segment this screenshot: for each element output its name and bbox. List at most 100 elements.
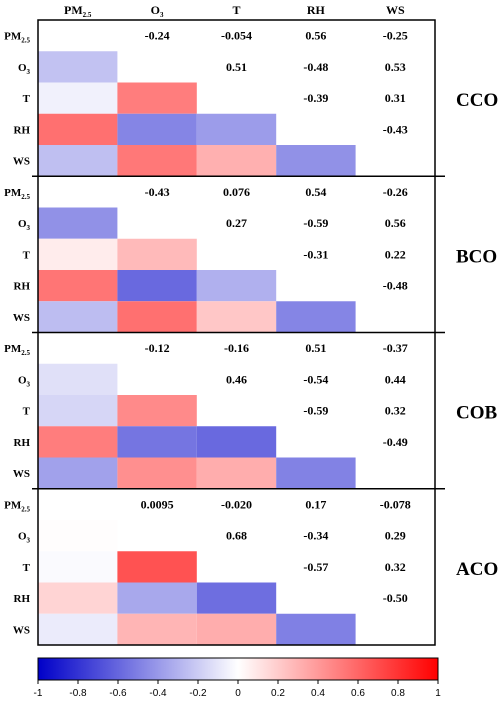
column-header-1: O3	[151, 3, 164, 19]
correlation-value: 0.17	[305, 497, 326, 511]
heatmap-cell	[38, 82, 118, 114]
heatmap-cell	[276, 457, 356, 489]
row-label-aco-4: WS	[13, 624, 30, 636]
row-label-aco-3: RH	[14, 593, 31, 605]
heatmap-cell	[117, 270, 197, 302]
correlation-value: 0.51	[305, 341, 326, 355]
colorbar-tick-label: -0.4	[149, 688, 167, 699]
heatmap-cell	[38, 551, 118, 583]
row-label-aco-0: PM2.5	[4, 499, 30, 513]
heatmap-cell	[117, 145, 197, 177]
heatmap-cell	[117, 551, 197, 583]
colorbar-tick-label: 0.6	[351, 688, 365, 699]
correlation-value: 0.27	[226, 216, 247, 230]
heatmap-cell	[38, 51, 118, 83]
correlation-value: -0.48	[383, 279, 408, 293]
correlation-value: -0.59	[303, 404, 328, 418]
row-label-cco-2: T	[23, 93, 31, 105]
correlation-value: -0.16	[224, 341, 249, 355]
correlation-value: -0.26	[383, 185, 408, 199]
correlation-value: -0.24	[145, 29, 170, 43]
heatmap-cell	[196, 301, 277, 333]
correlation-value: 0.32	[385, 560, 406, 574]
heatmap-cell	[196, 426, 277, 458]
correlation-value-labels: -0.24 -0.054 0.56 -0.25 0.51 -0.48 0.53 -0.39 0.…	[141, 29, 411, 606]
colorbar-gradient	[37, 657, 439, 681]
heatmap-cell	[196, 457, 277, 489]
heatmap-cell	[117, 457, 197, 489]
correlation-value: 0.076	[223, 185, 250, 199]
row-label-cco-3: RH	[14, 124, 31, 136]
column-header-3: RH	[307, 3, 326, 17]
group-labels: CCO BCO COB ACO	[456, 90, 498, 580]
heatmap-cell	[276, 301, 356, 333]
correlation-value: 0.56	[385, 216, 406, 230]
correlation-value: -0.31	[303, 247, 328, 261]
colorbar-tick-label: 0.2	[271, 688, 285, 699]
heatmap-cell	[196, 613, 277, 645]
heatmap-cell	[276, 145, 356, 177]
heatmap-cell	[117, 82, 197, 114]
row-labels: PM2.5 O3 T RH WS PM2.5 O3 T RH WS PM2.5 O3 T RH WS PM2.…	[4, 31, 31, 637]
column-header-2: T	[232, 3, 240, 17]
correlation-value: -0.054	[221, 29, 252, 43]
correlation-value: -0.39	[303, 91, 328, 105]
heatmap-cell	[196, 270, 277, 302]
group-separators	[32, 175, 445, 490]
correlation-value: -0.43	[145, 185, 170, 199]
correlation-value: 0.44	[385, 372, 406, 386]
correlation-value: 0.0095	[141, 497, 174, 511]
column-header-4: WS	[386, 3, 405, 17]
column-header-0: PM2.5	[64, 3, 92, 19]
row-label-bco-1: O3	[18, 218, 31, 232]
colorbar-tick-label: -0.6	[109, 688, 127, 699]
colorbar-tick-label: 1	[435, 688, 441, 699]
colorbar: -1 -0.8 -0.6 -0.4 -0.2 0 0.2 0.4 0.6 0.8 1	[34, 657, 441, 699]
row-label-cob-3: RH	[14, 437, 31, 449]
row-label-bco-0: PM2.5	[4, 187, 30, 201]
correlation-value: -0.25	[383, 29, 408, 43]
correlation-value: -0.54	[303, 372, 328, 386]
heatmap-cell	[196, 145, 277, 177]
heatmap-cell	[38, 238, 118, 270]
heatmap-cell	[117, 613, 197, 645]
correlation-value: 0.31	[385, 91, 406, 105]
heatmap-cell	[38, 582, 118, 614]
row-label-aco-2: T	[23, 562, 31, 574]
colorbar-tick-label: 0.4	[311, 688, 325, 699]
row-label-aco-1: O3	[18, 531, 31, 545]
heatmap-cell	[117, 301, 197, 333]
heatmap-cell	[38, 457, 118, 489]
heatmap-cell	[38, 520, 118, 552]
row-label-bco-3: RH	[14, 281, 31, 293]
row-label-cob-1: O3	[18, 374, 31, 388]
correlation-value: -0.34	[303, 529, 328, 543]
heatmap-cell	[38, 395, 118, 427]
heatmap-cell	[38, 613, 118, 645]
correlation-value: -0.48	[303, 60, 328, 74]
heatmap-cell	[38, 426, 118, 458]
row-label-cob-2: T	[23, 406, 31, 418]
correlation-value: -0.43	[383, 122, 408, 136]
group-label-bco: BCO	[456, 246, 497, 267]
correlation-value: 0.54	[305, 185, 326, 199]
heatmap-cell	[38, 145, 118, 177]
heatmap-cells	[38, 51, 356, 645]
heatmap-cell	[117, 113, 197, 145]
correlation-value: -0.59	[303, 216, 328, 230]
heatmap-cell	[38, 207, 118, 239]
colorbar-tick-label: 0	[235, 688, 241, 699]
row-label-bco-2: T	[23, 249, 31, 261]
correlation-value: 0.46	[226, 372, 247, 386]
row-label-cob-0: PM2.5	[4, 343, 30, 357]
row-label-cco-4: WS	[13, 156, 30, 168]
row-label-cco-0: PM2.5	[4, 31, 30, 45]
correlation-value: 0.56	[305, 29, 326, 43]
correlation-value: -0.078	[380, 497, 411, 511]
correlation-value: -0.57	[303, 560, 328, 574]
row-label-cob-4: WS	[13, 468, 30, 480]
row-label-bco-4: WS	[13, 312, 30, 324]
heatmap-cell	[117, 395, 197, 427]
colorbar-tick-label: -0.2	[189, 688, 207, 699]
